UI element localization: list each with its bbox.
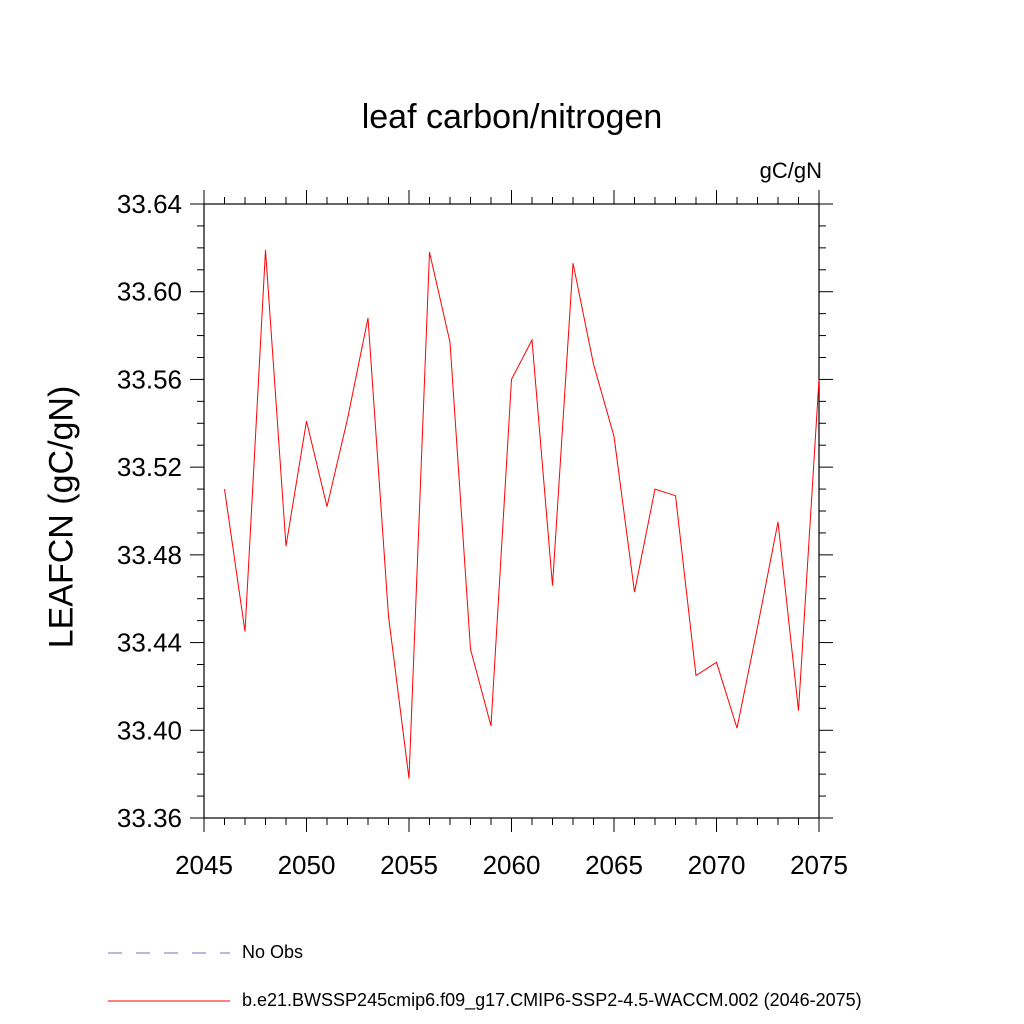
x-tick-label: 2055 — [380, 850, 438, 880]
x-tick-label: 2045 — [175, 850, 233, 880]
x-tick-label: 2060 — [483, 850, 541, 880]
x-tick-label: 2070 — [688, 850, 746, 880]
y-tick-label: 33.56 — [117, 364, 182, 394]
y-tick-label: 33.44 — [117, 628, 182, 658]
y-tick-label: 33.36 — [117, 803, 182, 833]
x-tick-label: 2075 — [790, 850, 848, 880]
y-tick-label: 33.52 — [117, 452, 182, 482]
legend-label-model-run: b.e21.BWSSP245cmip6.f09_g17.CMIP6-SSP2-4… — [242, 990, 862, 1010]
y-tick-label: 33.64 — [117, 189, 182, 219]
units-label: gC/gN — [759, 158, 822, 183]
y-axis-label: LEAFCN (gC/gN) — [42, 385, 81, 649]
y-tick-label: 33.40 — [117, 715, 182, 745]
plot-frame — [203, 203, 820, 819]
legend-label-no-obs: No Obs — [242, 942, 304, 962]
y-tick-label: 33.48 — [117, 540, 182, 570]
x-tick-label: 2065 — [585, 850, 643, 880]
x-tick-label: 2050 — [278, 850, 336, 880]
series-line — [224, 250, 820, 779]
y-tick-label: 33.60 — [117, 277, 182, 307]
chart-title: leaf carbon/nitrogen — [361, 98, 663, 136]
